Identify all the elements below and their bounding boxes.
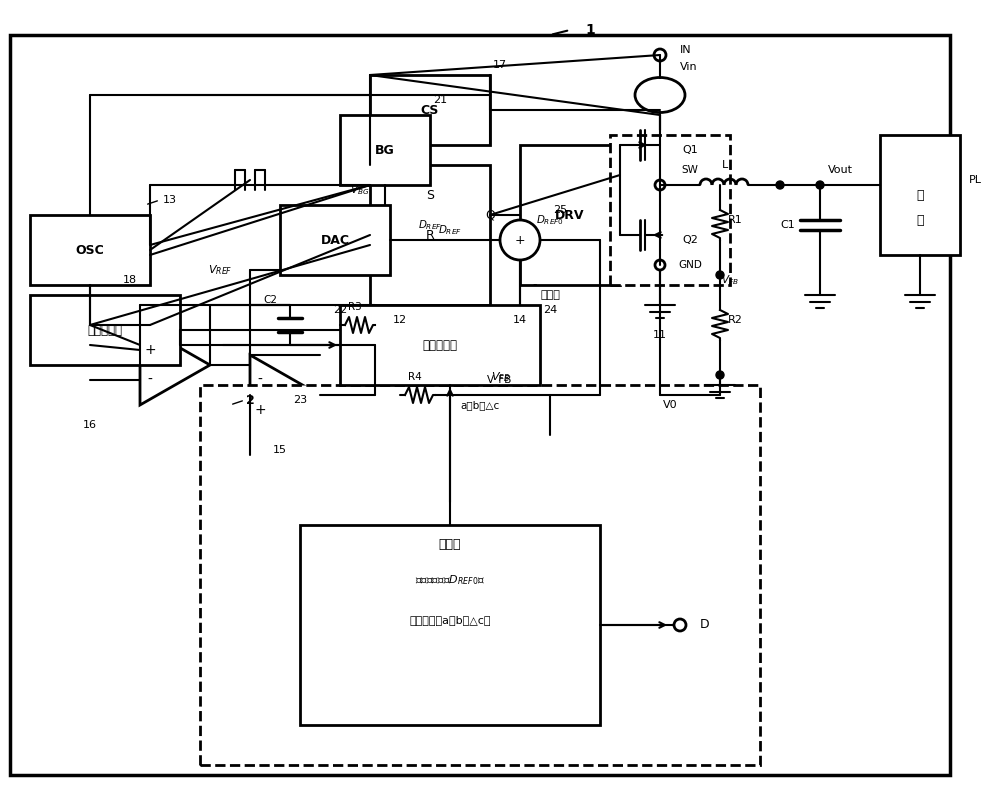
Bar (280, 205, 390, 275)
Text: R4: R4 (408, 372, 422, 382)
Bar (200, 385, 760, 765)
Text: IN: IN (680, 45, 692, 55)
Text: 16: 16 (83, 420, 97, 430)
Text: DRV: DRV (555, 208, 585, 221)
Text: 25: 25 (553, 205, 567, 215)
Text: V_FB: V_FB (487, 374, 513, 386)
Text: 12: 12 (393, 315, 407, 325)
Text: R1: R1 (728, 215, 742, 225)
Circle shape (655, 180, 665, 190)
Text: CS: CS (421, 104, 439, 117)
Text: 24: 24 (543, 305, 557, 315)
Text: C1: C1 (780, 220, 795, 230)
Text: 存储器: 存储器 (439, 539, 461, 551)
Circle shape (371, 391, 379, 399)
Text: Vin: Vin (680, 62, 698, 72)
Text: $V_{FB}$: $V_{FB}$ (721, 273, 739, 287)
Text: Q1: Q1 (682, 145, 698, 155)
Text: C2: C2 (263, 295, 277, 305)
Text: -: - (148, 373, 152, 387)
Text: $V_{BG}$: $V_{BG}$ (350, 183, 370, 197)
Bar (30, 215, 150, 285)
Text: $D_{REF0}$: $D_{REF0}$ (536, 213, 564, 227)
Ellipse shape (635, 77, 685, 113)
Text: $D_{REF}$: $D_{REF}$ (418, 218, 442, 232)
Circle shape (716, 371, 724, 379)
Bar (520, 145, 620, 285)
Circle shape (654, 49, 666, 61)
Text: 2: 2 (246, 394, 254, 407)
Text: GND: GND (678, 260, 702, 270)
Bar (370, 165, 490, 305)
Text: 温度传感器: 温度传感器 (88, 324, 122, 336)
Text: 补偿值: 补偿值 (540, 290, 560, 300)
Text: 1: 1 (585, 23, 595, 37)
Text: $D_{REF}$: $D_{REF}$ (438, 223, 462, 237)
Text: 13: 13 (163, 195, 177, 205)
Polygon shape (250, 355, 320, 435)
Text: 负: 负 (916, 188, 924, 201)
Text: Vout: Vout (828, 165, 852, 175)
Bar (370, 75, 490, 145)
Text: OSC: OSC (76, 243, 104, 257)
Text: 载: 载 (916, 213, 924, 226)
Circle shape (500, 220, 540, 260)
Bar (340, 115, 430, 185)
Text: DAC: DAC (320, 233, 350, 246)
Text: S: S (426, 188, 434, 201)
Text: 23: 23 (293, 395, 307, 405)
Text: a，b，△c: a，b，△c (460, 400, 500, 410)
Bar (610, 135, 730, 285)
Bar (30, 295, 180, 365)
Text: R3: R3 (348, 302, 362, 312)
Text: -: - (258, 373, 262, 387)
Text: 17: 17 (493, 60, 507, 70)
Text: +: + (144, 343, 156, 357)
Text: +: + (254, 403, 266, 417)
Bar (880, 135, 960, 255)
Text: V0: V0 (663, 400, 677, 410)
Circle shape (655, 260, 665, 270)
Text: 21: 21 (433, 95, 447, 105)
Text: Q: Q (485, 208, 495, 221)
Text: -: - (533, 279, 537, 291)
Text: BG: BG (375, 143, 395, 156)
Text: $V_{REF}$: $V_{REF}$ (208, 263, 232, 277)
Text: SW: SW (682, 165, 698, 175)
Circle shape (655, 390, 665, 400)
Bar (300, 525, 600, 725)
Polygon shape (140, 325, 210, 405)
Text: 14: 14 (513, 315, 527, 325)
Circle shape (816, 181, 824, 189)
Circle shape (656, 181, 664, 189)
Text: 补偿运算器: 补偿运算器 (422, 338, 458, 352)
Bar (340, 305, 540, 385)
Circle shape (546, 391, 554, 399)
Text: 18: 18 (123, 275, 137, 285)
Text: R2: R2 (728, 315, 742, 325)
Text: 22: 22 (333, 305, 347, 315)
Text: D: D (700, 618, 710, 631)
Text: $V_{FB}$: $V_{FB}$ (491, 370, 509, 384)
Text: 11: 11 (653, 330, 667, 340)
Circle shape (716, 271, 724, 279)
Text: +: + (515, 233, 525, 246)
Text: 校正系数（a，b，△c）: 校正系数（a，b，△c） (409, 615, 491, 625)
Text: 15: 15 (273, 445, 287, 455)
Text: PL: PL (968, 175, 982, 185)
Text: 目标初始值（$D_{REF0}$）: 目标初始值（$D_{REF0}$） (415, 573, 485, 587)
Text: Q2: Q2 (682, 235, 698, 245)
Circle shape (776, 181, 784, 189)
Text: L: L (722, 160, 728, 170)
Circle shape (674, 619, 686, 631)
Text: R: R (426, 229, 434, 242)
